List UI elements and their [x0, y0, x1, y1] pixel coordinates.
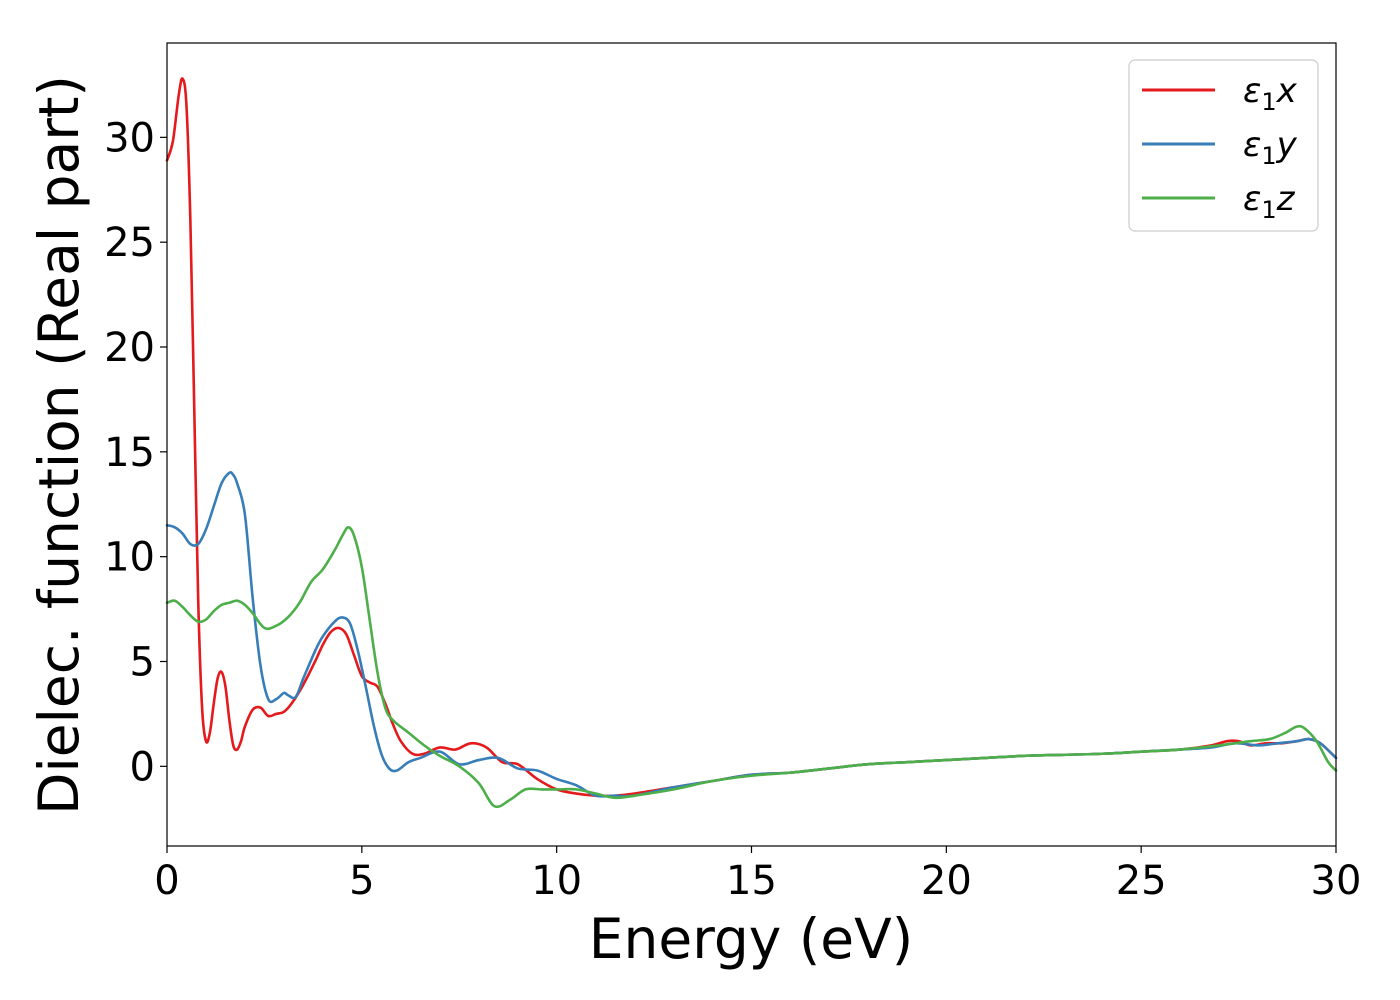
x-tick-label: 30	[1311, 858, 1362, 904]
legend-items: ε1x ε1y ε1z	[1142, 71, 1298, 224]
y-tick-label: 15	[104, 430, 155, 476]
y-axis-ticks: 0 5 10 15 20 25 30	[104, 115, 167, 790]
y-tick-label: 0	[130, 744, 155, 790]
x-tick-label: 5	[349, 858, 374, 904]
x-tick-label: 0	[154, 858, 179, 904]
x-axis-title: Energy (eV)	[589, 907, 913, 971]
y-tick-label: 5	[130, 639, 155, 685]
y-tick-label: 30	[104, 115, 155, 161]
x-tick-label: 10	[531, 858, 582, 904]
x-tick-label: 20	[921, 858, 972, 904]
y-axis-title: Dielec. function (Real part)	[27, 75, 91, 815]
y-tick-label: 10	[104, 535, 155, 581]
legend-label-x: ε1x	[1243, 71, 1298, 116]
series-lines	[165, 77, 1338, 809]
series-line-z	[165, 526, 1338, 809]
y-tick-label: 25	[104, 220, 155, 266]
x-tick-label: 15	[726, 858, 777, 904]
legend-label-z: ε1z	[1243, 179, 1296, 224]
legend-label-y: ε1y	[1243, 125, 1298, 170]
y-tick-label: 20	[104, 325, 155, 371]
x-tick-label: 25	[1116, 858, 1167, 904]
x-axis-ticks: 0 5 10 15 20 25 30	[154, 846, 1361, 904]
legend-box	[1128, 59, 1319, 232]
legend: ε1x ε1y ε1z	[1128, 59, 1319, 232]
series-line-y	[165, 471, 1338, 798]
